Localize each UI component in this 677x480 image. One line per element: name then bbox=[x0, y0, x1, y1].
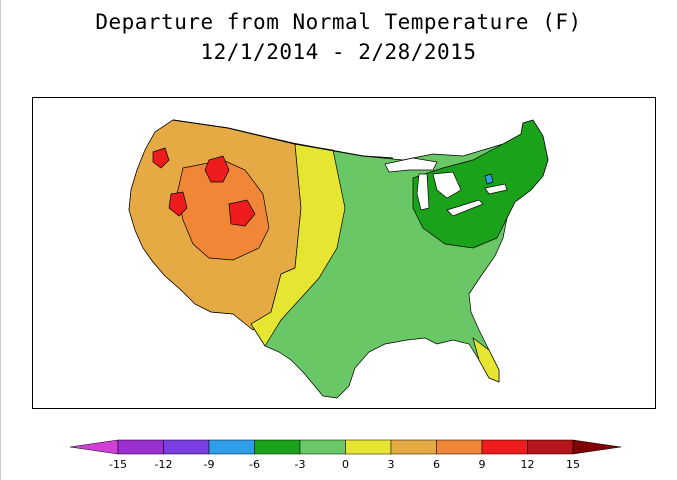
lake-michigan bbox=[416, 173, 430, 211]
chart-title: Departure from Normal Temperature (F) bbox=[95, 10, 582, 34]
us-temperature-map bbox=[128, 119, 549, 399]
map-frame bbox=[32, 97, 656, 409]
legend-segment bbox=[436, 439, 483, 455]
hot-spot-nevada bbox=[168, 191, 188, 217]
legend-segment bbox=[117, 439, 164, 455]
hot-spot-utah bbox=[228, 199, 256, 227]
legend-segment bbox=[163, 439, 210, 455]
color-scale-bar bbox=[69, 439, 622, 455]
legend-tick-label: 12 bbox=[520, 458, 535, 471]
lake-erie bbox=[446, 199, 484, 217]
hot-spot-idaho bbox=[204, 155, 230, 183]
legend-tick-label: -9 bbox=[203, 458, 215, 471]
florida-near-normal bbox=[472, 337, 500, 383]
canada-border-line bbox=[172, 119, 394, 159]
hot-spot-oregon bbox=[152, 147, 170, 169]
legend-tick-label: -3 bbox=[294, 458, 306, 471]
legend-segment bbox=[527, 439, 574, 455]
legend-segment bbox=[390, 439, 437, 455]
legend-tick-label: 0 bbox=[342, 458, 349, 471]
lake-superior bbox=[384, 157, 438, 173]
legend-segment bbox=[299, 439, 346, 455]
legend-segment bbox=[208, 439, 255, 455]
lake-huron bbox=[432, 171, 462, 199]
color-scale-legend: -15 -12 -9 -6 -3 0 3 6 9 12 15 bbox=[0, 438, 677, 480]
legend-tick-label: 15 bbox=[566, 458, 580, 471]
legend-tick-label: 3 bbox=[387, 458, 395, 471]
legend-arrow-high bbox=[572, 439, 622, 455]
window-edge bbox=[0, 0, 1, 480]
date-range-subtitle: 12/1/2014 - 2/28/2015 bbox=[200, 40, 477, 64]
legend-arrow-low bbox=[69, 439, 119, 455]
legend-tick-label: -12 bbox=[154, 458, 173, 471]
legend-tick-label: 9 bbox=[478, 458, 486, 471]
northeast-cold-region bbox=[412, 119, 549, 249]
legend-segment bbox=[254, 439, 301, 455]
legend-tick-label: -6 bbox=[249, 458, 260, 471]
legend-segment bbox=[481, 439, 528, 455]
legend-tick-label: 6 bbox=[433, 458, 440, 471]
great-basin-strong-warm bbox=[176, 159, 270, 261]
lake-ontario bbox=[484, 183, 508, 195]
very-cold-patch bbox=[484, 173, 494, 185]
legend-segment bbox=[345, 439, 392, 455]
legend-tick-label: -15 bbox=[109, 458, 127, 471]
plains-near-normal-band bbox=[250, 143, 346, 347]
